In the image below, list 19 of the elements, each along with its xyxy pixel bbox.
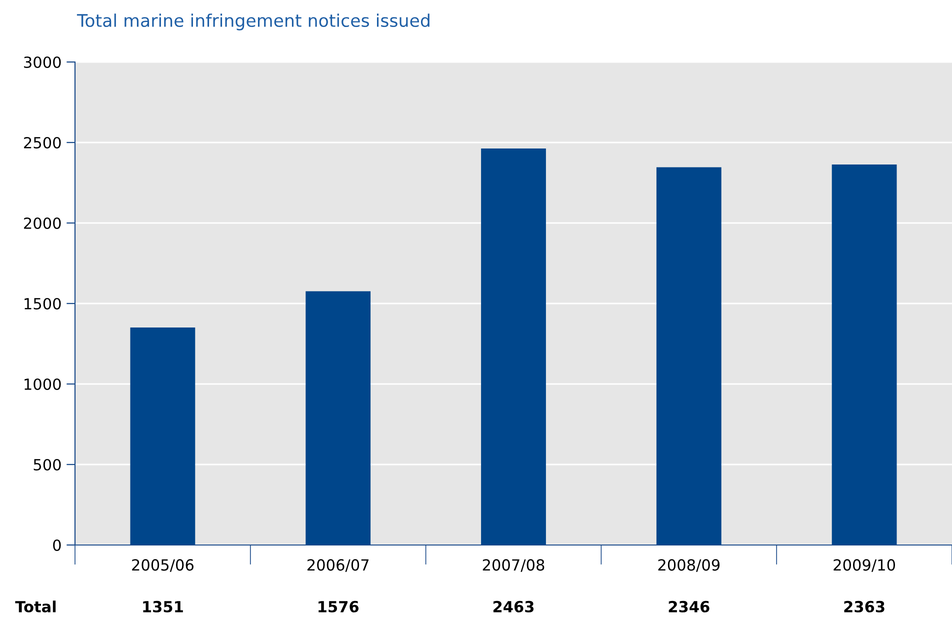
x-tick-label: 2008/09: [658, 559, 720, 572]
y-tick-label: 0: [53, 539, 61, 552]
y-tick-label: 500: [34, 458, 61, 471]
text: Total: [15, 600, 56, 612]
y-tick-label: 1000: [24, 378, 61, 390]
data-label: 1576: [318, 600, 359, 612]
data-label: 2463: [493, 600, 534, 612]
x-tick-label: 2006/07: [307, 559, 369, 572]
data-label: 2363: [844, 600, 884, 612]
chart-title: Total marine infringement notices issued: [76, 14, 430, 30]
data-label: 1351: [143, 600, 183, 612]
x-tick-label: 2009/10: [834, 559, 896, 572]
y-tick-label: 3000: [24, 56, 61, 68]
y-tick-label: 2500: [24, 136, 61, 149]
data-label: 2346: [668, 600, 710, 612]
x-tick-label: 2007/08: [482, 559, 544, 572]
x-tick-label: 2005/06: [132, 559, 194, 572]
y-tick-label: 2000: [24, 217, 61, 230]
y-tick-label: 1500: [24, 298, 61, 310]
